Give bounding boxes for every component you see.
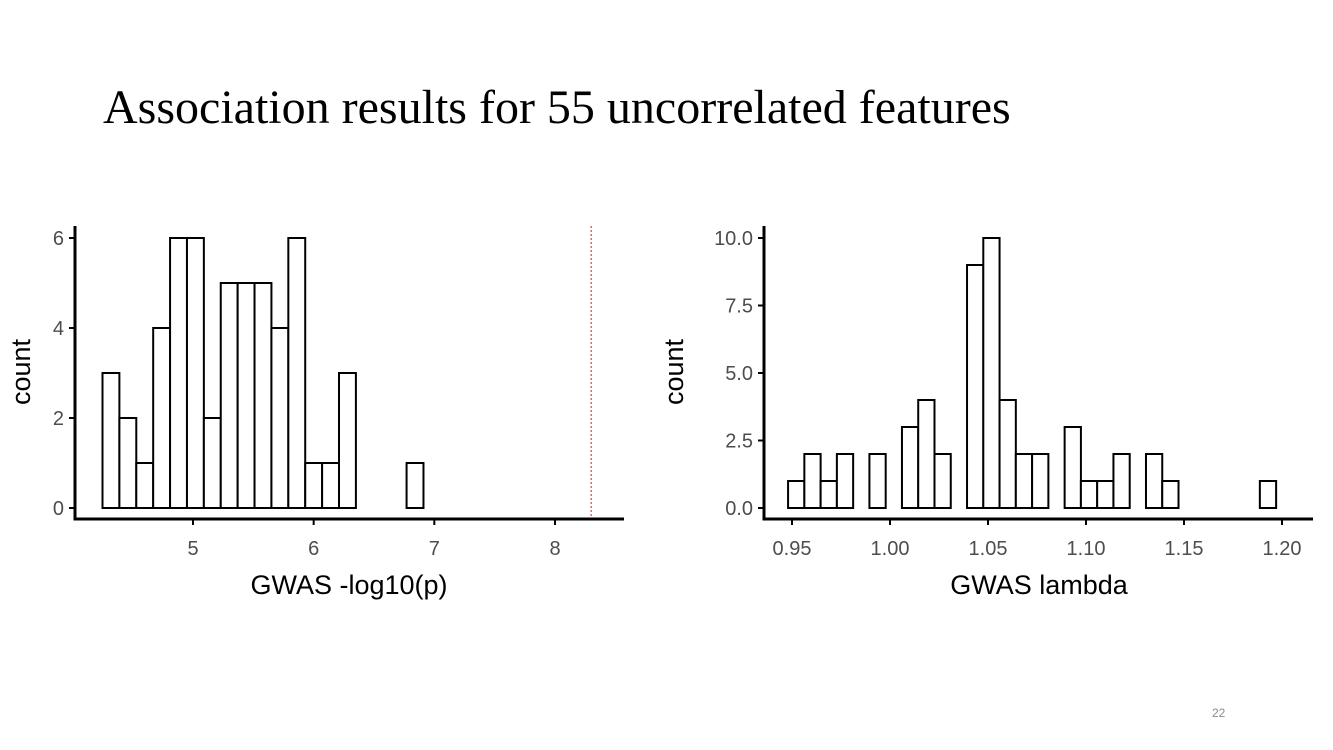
y-axis-title: count	[6, 338, 36, 405]
bars	[787, 237, 1278, 509]
x-tick-label: 1.10	[1067, 538, 1106, 560]
histogram-bar	[819, 480, 838, 509]
histogram-bar	[1161, 480, 1180, 509]
page-number: 22	[1212, 706, 1226, 720]
x-tick-label: 7	[429, 538, 440, 560]
x-tick-label: 1.15	[1165, 538, 1204, 560]
x-axis-title: GWAS lambda	[950, 570, 1129, 600]
y-tick-label: 5.0	[725, 363, 753, 385]
y-tick-label: 7.5	[725, 296, 753, 318]
y-tick-label: 2.5	[725, 431, 753, 453]
histogram-bar	[1014, 453, 1034, 509]
histogram-bar	[1144, 453, 1164, 509]
y-tick-label: 0.0	[725, 498, 753, 520]
histogram-bar	[933, 453, 952, 509]
histogram-bar	[338, 372, 357, 509]
histogram-bar	[787, 480, 806, 509]
x-tick-label: 1.00	[871, 538, 910, 560]
histogram-bar	[185, 237, 205, 509]
x-axis-title: GWAS -log10(p)	[250, 570, 447, 600]
histogram-bar	[966, 264, 985, 509]
histogram-bar	[982, 237, 1001, 509]
histogram-bar	[803, 453, 822, 509]
y-tick-label: 10.0	[714, 228, 753, 250]
histogram-bar	[1112, 453, 1131, 509]
histogram-bar	[1096, 480, 1115, 509]
y-tick-label: 2	[53, 408, 64, 430]
x-tick-label: 8	[549, 538, 560, 560]
y-tick-label: 4	[53, 318, 64, 340]
bars	[101, 237, 425, 509]
x-tick-label: 0.95	[773, 538, 812, 560]
x-tick-label: 5	[187, 538, 198, 560]
histogram-bar	[868, 453, 887, 509]
x-tick-label: 6	[308, 538, 319, 560]
x-tick-label: 1.20	[1263, 538, 1302, 560]
x-tick-label: 1.05	[969, 538, 1008, 560]
histogram-bar	[835, 453, 855, 509]
y-tick-label: 6	[53, 228, 64, 250]
histogram-bar	[998, 399, 1017, 509]
histogram-bar	[917, 399, 936, 509]
y-tick-label: 0	[53, 498, 64, 520]
histogram-bar	[1063, 426, 1082, 509]
histogram-bar	[405, 462, 425, 509]
histogram-bar	[1031, 453, 1050, 509]
histogram-bar	[287, 237, 307, 509]
histogram-bar	[900, 426, 920, 509]
histogram-bar	[1258, 480, 1278, 509]
y-axis-title: count	[659, 338, 689, 405]
histogram-bar	[1079, 480, 1099, 509]
slide-title: Association results for 55 uncorrelated …	[103, 81, 1011, 134]
